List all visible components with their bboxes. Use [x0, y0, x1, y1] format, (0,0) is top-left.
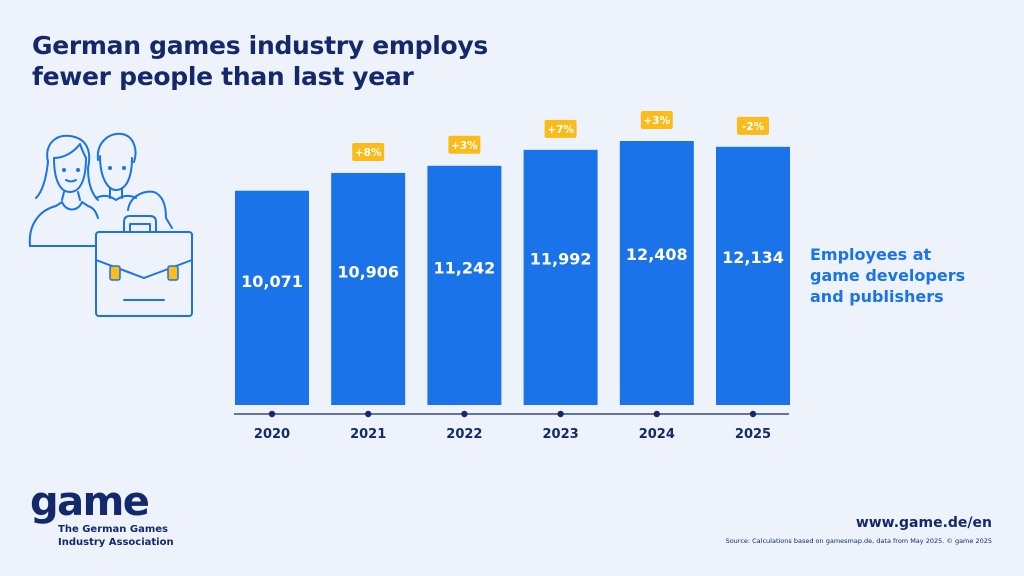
value-label-2025: 12,134	[722, 248, 784, 267]
change-badge-2024	[640, 111, 673, 129]
change-label-2023: +7%	[547, 124, 574, 136]
change-badge-2021	[352, 142, 385, 161]
logo-subtitle: The German Games Industry Association	[58, 523, 174, 549]
bar-2020	[235, 190, 309, 405]
change-badge-2025	[737, 116, 769, 135]
bar-2023	[523, 149, 598, 405]
legend-line-3: and publishers	[810, 287, 944, 306]
value-label-2022: 11,242	[434, 258, 496, 277]
legend-line-1: Employees at	[810, 245, 932, 264]
value-label-2021: 10,906	[337, 262, 399, 281]
value-label-2023: 11,992	[530, 250, 592, 269]
x-tick-label-2020: 2020	[254, 427, 290, 442]
x-tick-label-2025: 2025	[735, 427, 771, 442]
logo-subtitle-line-2: Industry Association	[58, 537, 174, 548]
bar-2025	[716, 146, 790, 406]
chart-title: German games industry employs fewer peop…	[32, 30, 488, 92]
bar-2021	[331, 172, 406, 405]
axis-tick-2024	[653, 410, 660, 418]
axis-tick-2021	[365, 410, 372, 418]
change-badge-2023	[544, 119, 577, 138]
chart-legend: Employees at game developers and publish…	[810, 244, 965, 307]
change-badge-2022	[448, 135, 481, 154]
bar-2022	[427, 165, 502, 405]
logo-subtitle-line-1: The German Games	[58, 524, 169, 535]
title-line-1: German games industry employs	[32, 31, 488, 60]
axis-tick-2023	[557, 410, 564, 418]
game-logo: game	[30, 479, 150, 525]
x-tick-label-2021: 2021	[350, 427, 386, 442]
source-note: Source: Calculations based on gamesmap.d…	[725, 537, 992, 545]
axis-tick-2020	[268, 410, 276, 418]
x-tick-label-2023: 2023	[543, 427, 579, 442]
value-label-2024: 12,408	[626, 245, 688, 264]
change-label-2022: +3%	[451, 140, 478, 152]
change-label-2021: +8%	[355, 147, 382, 159]
title-line-2: fewer people than last year	[32, 62, 414, 91]
axis-tick-2025	[749, 410, 757, 418]
x-tick-label-2022: 2022	[446, 427, 482, 442]
legend-line-2: game developers	[810, 266, 966, 285]
x-tick-label-2024: 2024	[639, 427, 675, 442]
change-label-2025: -2%	[742, 121, 765, 133]
bar-2024	[619, 141, 694, 405]
value-label-2020: 10,071	[241, 272, 303, 291]
change-label-2024: +3%	[643, 115, 670, 127]
people-with-briefcase-icon	[28, 132, 193, 317]
axis-tick-2022	[461, 410, 468, 418]
website-link[interactable]: www.game.de/en	[855, 515, 992, 531]
